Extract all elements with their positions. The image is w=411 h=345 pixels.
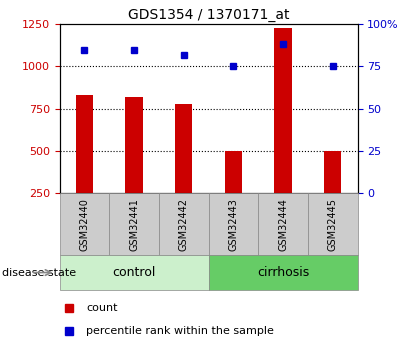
Bar <box>125 97 143 193</box>
Bar <box>275 28 292 193</box>
Title: GDS1354 / 1370171_at: GDS1354 / 1370171_at <box>128 8 289 22</box>
Bar <box>225 151 242 193</box>
Bar <box>60 255 209 290</box>
Bar <box>208 193 258 255</box>
Text: GSM32440: GSM32440 <box>79 198 90 251</box>
Text: GSM32443: GSM32443 <box>229 198 238 251</box>
Text: GSM32445: GSM32445 <box>328 198 338 251</box>
Text: GSM32441: GSM32441 <box>129 198 139 251</box>
Bar <box>175 104 192 193</box>
Text: count: count <box>86 303 118 313</box>
Text: percentile rank within the sample: percentile rank within the sample <box>86 326 274 335</box>
Text: GSM32444: GSM32444 <box>278 198 288 251</box>
Bar <box>308 193 358 255</box>
Text: GSM32442: GSM32442 <box>179 198 189 251</box>
Bar <box>324 151 342 193</box>
Bar <box>60 193 109 255</box>
Text: control: control <box>112 266 156 279</box>
Bar <box>258 193 308 255</box>
Text: cirrhosis: cirrhosis <box>257 266 309 279</box>
Bar <box>76 95 93 193</box>
Bar <box>159 193 208 255</box>
Bar <box>208 255 358 290</box>
Bar <box>109 193 159 255</box>
Text: disease state: disease state <box>2 268 76 277</box>
